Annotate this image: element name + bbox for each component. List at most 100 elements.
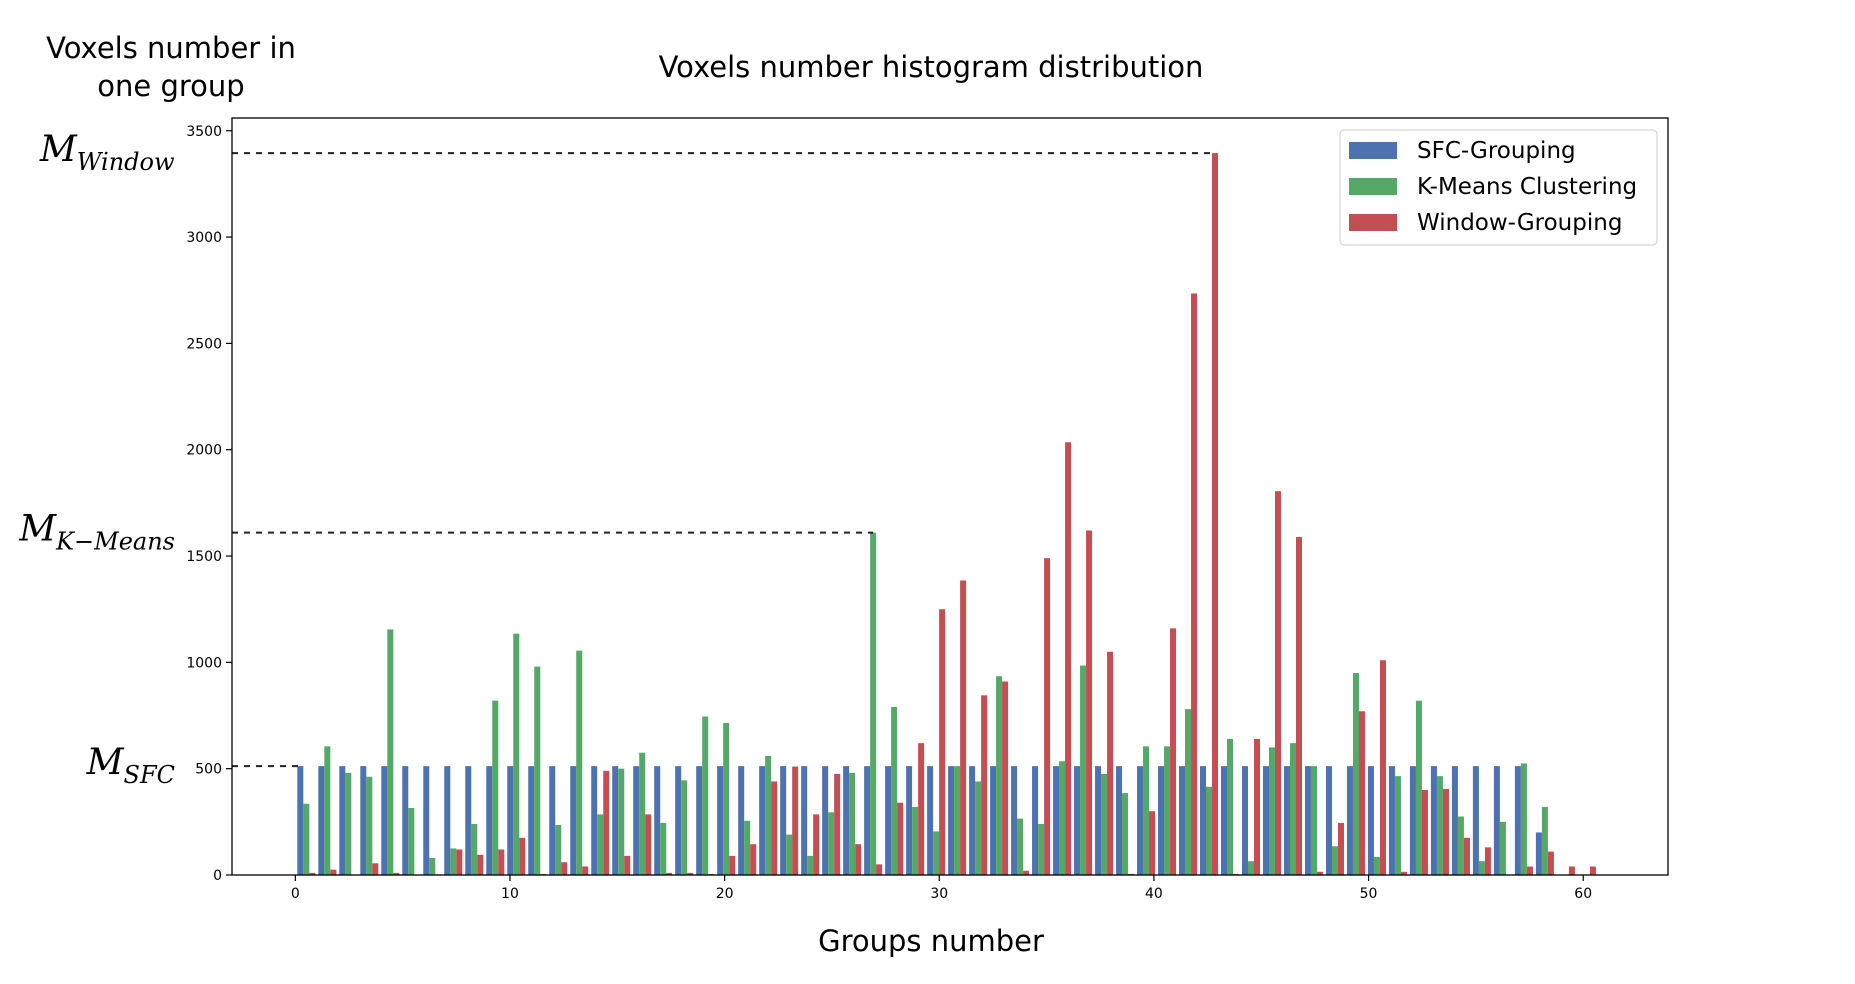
- bar-window-grouping-group-40: [1149, 811, 1156, 875]
- plot-frame: [231, 117, 1669, 876]
- bar-k-means-clustering-group-7: [450, 848, 457, 875]
- bar-k-means-clustering-group-32: [975, 781, 982, 875]
- bar-k-means-clustering-group-4: [387, 629, 394, 875]
- bar-k-means-clustering-group-20: [723, 722, 730, 875]
- bar-sfc-grouping-group-0: [297, 766, 304, 875]
- bar-k-means-clustering-group-26: [849, 772, 856, 875]
- bar-k-means-clustering-group-56: [1478, 861, 1485, 875]
- bar-window-grouping-group-58: [1526, 866, 1533, 875]
- bar-window-grouping-group-59: [1547, 851, 1554, 875]
- bar-k-means-clustering-group-57: [1499, 821, 1506, 875]
- bar-sfc-grouping-group-43: [1200, 766, 1207, 875]
- x-tick-label: 10: [501, 886, 519, 902]
- legend: SFC-Grouping K-Means Clustering Window-Gro…: [1339, 129, 1658, 246]
- bar-sfc-grouping-group-14: [591, 766, 598, 875]
- bar-window-grouping-group-41: [1170, 628, 1177, 875]
- bar-k-means-clustering-group-59: [1541, 806, 1548, 875]
- bar-window-grouping-group-3: [372, 863, 379, 875]
- bar-window-grouping-group-17: [666, 872, 673, 875]
- bar-k-means-clustering-group-43: [1206, 786, 1213, 875]
- bar-sfc-grouping-group-10: [507, 766, 514, 875]
- bar-k-means-clustering-group-28: [891, 707, 898, 875]
- bar-window-grouping-group-8: [477, 854, 484, 875]
- bar-k-means-clustering-group-45: [1247, 861, 1255, 875]
- bar-sfc-grouping-group-12: [549, 766, 556, 875]
- bar-window-grouping-group-36: [1065, 442, 1072, 875]
- bars-layer: [297, 153, 1596, 876]
- max-annotation-label: MSFC: [86, 742, 175, 789]
- bar-window-grouping-group-47: [1295, 536, 1303, 875]
- bar-k-means-clustering-group-19: [702, 716, 709, 875]
- bar-k-means-clustering-group-9: [492, 700, 499, 875]
- bar-window-grouping-group-15: [624, 855, 631, 875]
- bar-sfc-grouping-group-58: [1514, 766, 1521, 875]
- bar-sfc-grouping-group-20: [717, 766, 724, 875]
- bar-k-means-clustering-group-33: [996, 676, 1003, 875]
- bar-k-means-clustering-group-39: [1122, 793, 1129, 875]
- bar-sfc-grouping-group-18: [675, 766, 682, 875]
- bar-window-grouping-group-1: [330, 869, 337, 875]
- bar-window-grouping-group-53: [1421, 789, 1428, 875]
- bar-sfc-grouping-group-38: [1095, 766, 1102, 875]
- bar-sfc-grouping-group-9: [486, 766, 493, 875]
- max-annotation-label: MWindow: [39, 129, 175, 176]
- bar-window-grouping-group-31: [960, 580, 967, 875]
- bar-sfc-grouping-group-40: [1137, 766, 1144, 875]
- bar-window-grouping-group-27: [876, 864, 883, 875]
- bar-k-means-clustering-group-46: [1268, 747, 1275, 875]
- bar-sfc-grouping-group-13: [570, 766, 577, 875]
- bar-window-grouping-group-22: [771, 781, 778, 875]
- bar-k-means-clustering-group-40: [1143, 746, 1150, 875]
- x-tick-label: 20: [716, 886, 734, 902]
- bar-k-means-clustering-group-44: [1227, 738, 1234, 875]
- bar-k-means-clustering-group-8: [471, 823, 478, 875]
- bar-sfc-grouping-group-2: [339, 766, 346, 875]
- bar-window-grouping-group-9: [498, 849, 505, 875]
- bar-k-means-clustering-group-35: [1038, 823, 1045, 875]
- bar-sfc-grouping-group-34: [1011, 766, 1018, 875]
- bar-window-grouping-group-46: [1274, 491, 1282, 875]
- bar-window-grouping-group-18: [687, 872, 694, 875]
- bar-sfc-grouping-group-56: [1472, 766, 1479, 875]
- bar-sfc-grouping-group-19: [696, 766, 703, 875]
- bar-window-grouping-group-55: [1463, 837, 1470, 875]
- bar-k-means-clustering-group-24: [807, 855, 814, 875]
- bar-sfc-grouping-group-42: [1179, 766, 1186, 875]
- bar-sfc-grouping-group-51: [1367, 766, 1374, 875]
- bar-window-grouping-group-28: [897, 802, 904, 875]
- bar-window-grouping-group-37: [1086, 530, 1093, 875]
- bar-sfc-grouping-group-35: [1032, 766, 1039, 875]
- bar-sfc-grouping-group-27: [864, 766, 871, 875]
- legend-swatch: [1349, 142, 1397, 159]
- y-tick-label: 0: [213, 868, 222, 884]
- bar-window-grouping-group-45: [1254, 738, 1261, 875]
- bar-window-grouping-group-48: [1316, 871, 1323, 875]
- bar-window-grouping-group-21: [750, 844, 757, 875]
- bar-window-grouping-group-30: [939, 609, 946, 875]
- bar-sfc-grouping-group-39: [1116, 766, 1123, 875]
- bar-sfc-grouping-group-54: [1430, 766, 1437, 875]
- legend-label: SFC-Grouping: [1417, 138, 1576, 164]
- bar-window-grouping-group-26: [855, 844, 862, 875]
- x-tick-label: 40: [1145, 886, 1163, 902]
- bar-k-means-clustering-group-36: [1059, 761, 1066, 875]
- bar-k-means-clustering-group-6: [429, 857, 436, 875]
- bar-k-means-clustering-group-58: [1520, 763, 1527, 875]
- bar-k-means-clustering-group-52: [1394, 776, 1401, 875]
- bar-sfc-grouping-group-55: [1451, 766, 1458, 875]
- bar-window-grouping-group-24: [813, 814, 820, 875]
- bar-k-means-clustering-group-17: [660, 822, 667, 875]
- bar-sfc-grouping-group-15: [612, 766, 619, 875]
- bar-k-means-clustering-group-30: [933, 831, 940, 875]
- bar-window-grouping-group-50: [1358, 711, 1365, 875]
- bar-sfc-grouping-group-6: [423, 766, 430, 875]
- bar-k-means-clustering-group-18: [681, 780, 688, 875]
- bar-sfc-grouping-group-45: [1241, 766, 1248, 875]
- y-tick-label: 1500: [186, 549, 222, 565]
- bar-k-means-clustering-group-54: [1436, 776, 1443, 875]
- bar-window-grouping-group-51: [1379, 660, 1386, 875]
- bar-sfc-grouping-group-28: [885, 766, 892, 875]
- bar-k-means-clustering-group-48: [1310, 766, 1317, 875]
- bar-k-means-clustering-group-50: [1352, 672, 1359, 875]
